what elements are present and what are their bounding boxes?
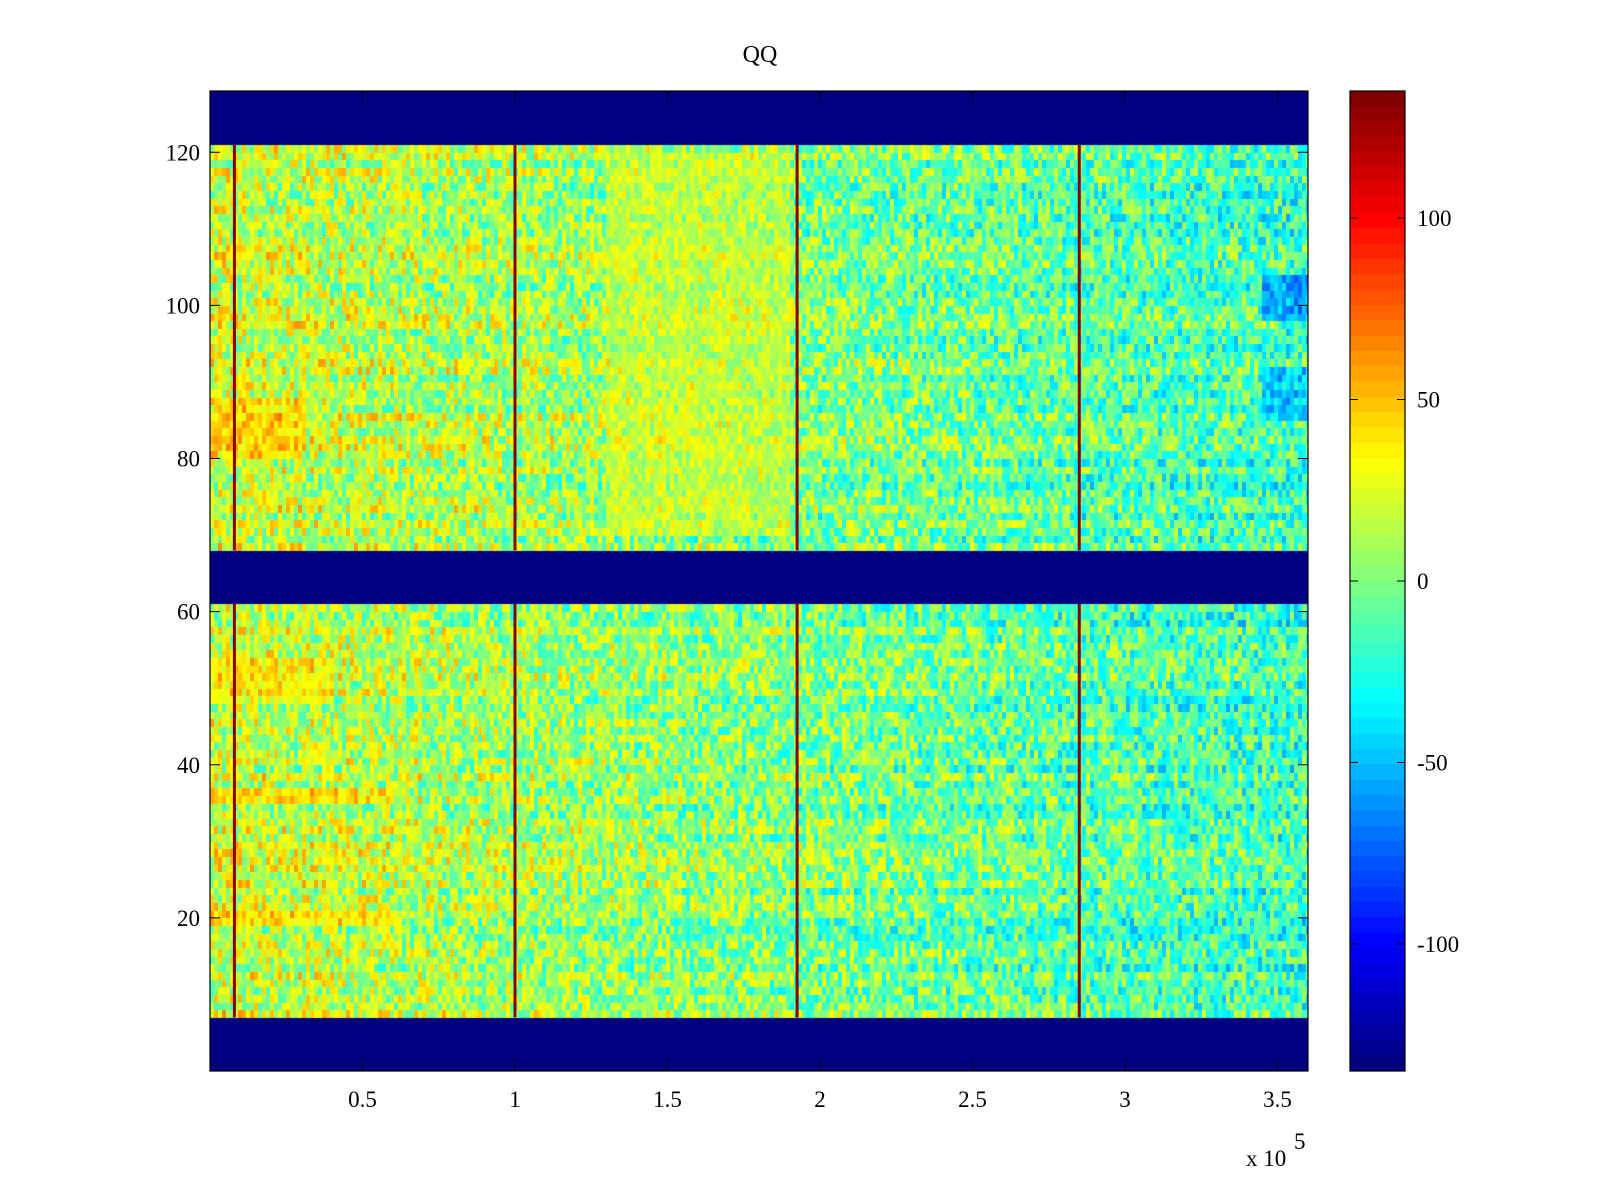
x-tick-label: 2.5: [958, 1087, 987, 1112]
y-tick-label: 120: [166, 140, 201, 165]
y-tick-label: 20: [177, 906, 200, 931]
chart-title: QQ: [742, 42, 778, 68]
colorbar-tick-label: 50: [1417, 388, 1440, 413]
y-tick-label: 60: [177, 600, 200, 625]
plot-frame: [209, 90, 1309, 1072]
x-tick-label: 3.5: [1263, 1087, 1292, 1112]
y-tick-label: 40: [177, 753, 200, 778]
x-axis-exponent-power: 5: [1294, 1129, 1306, 1154]
y-tick-label: 80: [177, 447, 200, 472]
x-tick-label: 0.5: [348, 1087, 377, 1112]
colorbar-tick-label: 0: [1417, 569, 1429, 594]
x-tick-label: 1.5: [653, 1087, 682, 1112]
x-tick-label: 2: [814, 1087, 826, 1112]
colorbar-tick-label: -100: [1417, 932, 1459, 957]
colorbar-frame: [1349, 90, 1406, 1072]
x-axis-exponent-base: x 10: [1246, 1146, 1286, 1171]
colorbar-tick-label: -50: [1417, 750, 1448, 775]
colorbar-tick-label: 100: [1417, 206, 1452, 231]
x-tick-label: 1: [509, 1087, 521, 1112]
x-tick-label: 3: [1119, 1087, 1131, 1112]
y-tick-label: 100: [166, 293, 201, 318]
heatmap-image: [210, 91, 1308, 1071]
colorbar: [1350, 91, 1405, 1071]
